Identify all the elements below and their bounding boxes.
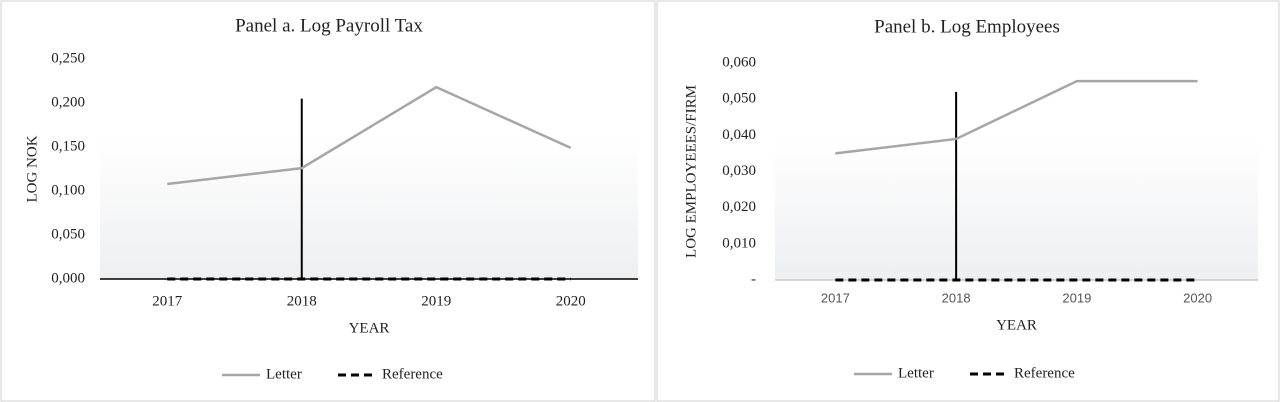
y-tick-label: 0,050 <box>722 91 756 107</box>
chart-title: Panel a. Log Payroll Tax <box>235 15 423 36</box>
x-tick-label: 2020 <box>556 293 586 309</box>
y-axis-label: LOG NOK <box>24 135 40 202</box>
x-axis-label: YEAR <box>349 320 390 336</box>
plot-background <box>775 138 1258 280</box>
y-tick-label: 0,020 <box>722 199 756 215</box>
chart-title: Panel b. Log Employees <box>874 16 1060 37</box>
y-tick-label: 0,000 <box>51 270 85 286</box>
panel-border <box>0 0 656 402</box>
x-axis-label: YEAR <box>996 317 1037 333</box>
series-line <box>167 85 572 186</box>
y-tick-label: 0,050 <box>51 226 85 242</box>
y-tick-label: 0,200 <box>51 94 85 110</box>
x-tick-label: 2019 <box>421 293 451 309</box>
panel-border <box>656 0 1280 402</box>
y-tick-label: 0,100 <box>51 182 85 198</box>
legend-label: Reference <box>1014 365 1075 381</box>
legend-label: Letter <box>898 365 934 381</box>
x-tick-label: 2019 <box>1062 290 1091 305</box>
y-axis-label: LOG EMPLOYEEES/FIRM <box>683 85 699 258</box>
y-tick-label: 0,030 <box>722 163 756 179</box>
legend-label: Letter <box>266 366 302 382</box>
plot-background <box>100 136 638 279</box>
legend-label: Reference <box>382 366 443 382</box>
y-tick-label: - <box>751 271 756 287</box>
series-line <box>835 79 1198 155</box>
x-tick-label: 2020 <box>1183 290 1212 305</box>
y-tick-label: 0,010 <box>722 235 756 251</box>
x-tick-label: 2017 <box>152 293 183 309</box>
x-tick-label: 2017 <box>821 290 850 305</box>
y-tick-label: 0,250 <box>51 50 85 66</box>
x-tick-label: 2018 <box>942 290 971 305</box>
y-tick-label: 0,040 <box>722 127 756 143</box>
y-tick-label: 0,060 <box>722 54 756 70</box>
y-tick-label: 0,150 <box>51 138 85 154</box>
x-tick-label: 2018 <box>287 293 317 309</box>
